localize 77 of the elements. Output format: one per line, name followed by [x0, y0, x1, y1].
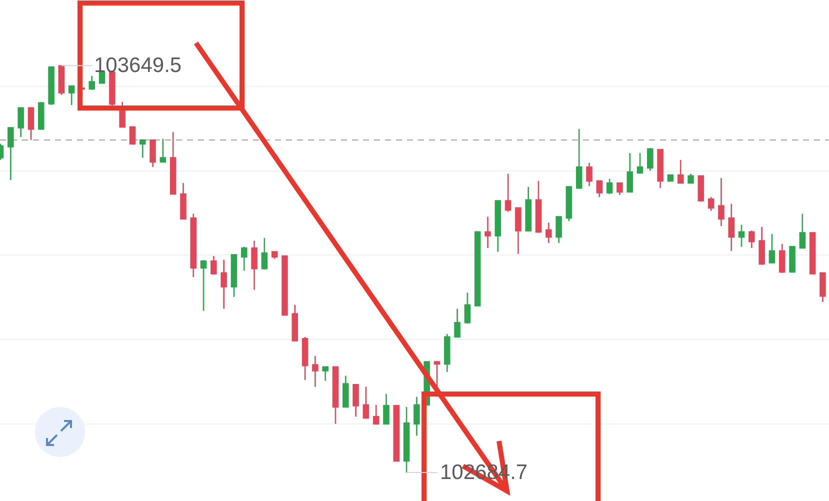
- candlestick: [546, 222, 552, 244]
- candlestick: [738, 224, 745, 248]
- candlestick: [566, 186, 572, 222]
- candlestick: [261, 237, 268, 270]
- candlestick: [322, 366, 328, 382]
- candlestick: [444, 333, 450, 373]
- candlestick: [403, 406, 410, 474]
- candlestick: [58, 64, 65, 96]
- candlestick: [535, 180, 542, 234]
- candlestick: [372, 404, 380, 425]
- candlestick: [576, 128, 582, 190]
- candlestick: [292, 304, 298, 342]
- candlestick: [190, 213, 197, 278]
- candlestick: [119, 101, 126, 128]
- candlestick: [464, 292, 471, 324]
- candlestick: [688, 173, 694, 184]
- candlestick: [230, 254, 238, 298]
- candlestick: [150, 138, 156, 168]
- candlestick: [454, 308, 460, 338]
- candlestick: [748, 230, 755, 249]
- candlestick: [180, 182, 186, 220]
- candlestick: [504, 173, 512, 212]
- candlestick: [708, 196, 714, 212]
- candlestick: [48, 66, 54, 106]
- candlestick: [484, 216, 491, 249]
- candlestick: [210, 255, 217, 276]
- candlestick: [88, 75, 95, 90]
- candlestick: [586, 162, 592, 187]
- candlestick: [200, 260, 207, 312]
- candlestick: [789, 246, 796, 274]
- candlestick: [383, 393, 390, 425]
- candlestick: [240, 246, 248, 272]
- candlestick: [596, 180, 603, 198]
- candlestick: [28, 106, 34, 141]
- candlestick: [251, 240, 258, 290]
- candlestick: [525, 186, 532, 232]
- candlestick: [616, 182, 623, 196]
- candlestick: [728, 203, 734, 252]
- candlestick: [160, 138, 166, 164]
- candlestick: [647, 147, 654, 172]
- candlestick: [626, 152, 633, 193]
- candlestick: [636, 152, 644, 174]
- candlestick: [342, 375, 349, 408]
- candlestick: [758, 226, 765, 266]
- candlestick: [809, 232, 816, 276]
- candlestick: [220, 259, 227, 310]
- candlestick: [332, 366, 339, 424]
- candlestick: [38, 101, 44, 131]
- candlestick: [18, 106, 24, 138]
- annotation: 103649.5: [94, 54, 182, 77]
- candlestick: [139, 138, 146, 158]
- candlestick: [312, 355, 318, 388]
- candlestick: [271, 250, 278, 260]
- candlestick: [778, 243, 786, 274]
- candlestick: [494, 200, 502, 252]
- candlestick: [362, 386, 370, 419]
- candlestick: [606, 178, 613, 195]
- candlestick: [8, 126, 14, 181]
- candlestick: [170, 131, 176, 196]
- candlestick: [393, 404, 400, 462]
- candlestick: [768, 233, 776, 264]
- candlestick: [109, 70, 116, 106]
- candlestick: [302, 336, 308, 381]
- candlestick: [698, 174, 704, 202]
- candlestick: [556, 216, 562, 244]
- candlestick: [474, 230, 481, 307]
- candlestick: [677, 159, 684, 184]
- candlestick: [718, 177, 724, 227]
- candlestick: [414, 396, 420, 436]
- candlestick: [515, 206, 522, 255]
- candlestick: [657, 148, 664, 189]
- candlestick: [799, 213, 806, 250]
- candlestick: [68, 84, 75, 106]
- candlestick: [282, 254, 288, 316]
- candlestick: [129, 126, 136, 146]
- candlestick: [352, 384, 359, 418]
- candlestick: [820, 272, 826, 303]
